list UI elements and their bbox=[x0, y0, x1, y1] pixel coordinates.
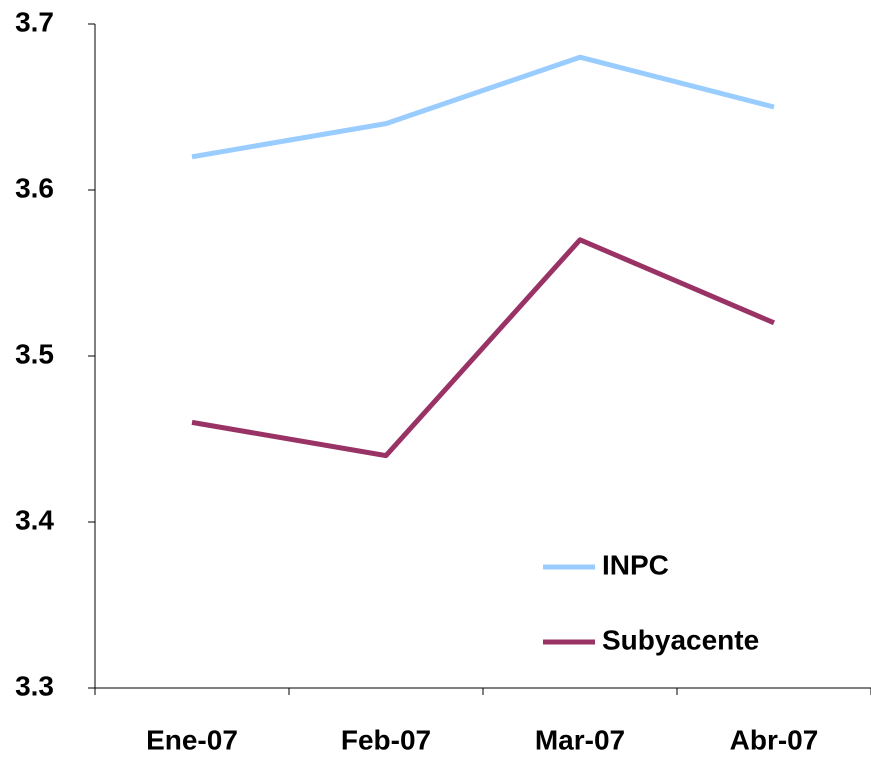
y-tick-label: 3.7 bbox=[15, 6, 54, 37]
x-tick-label: Ene-07 bbox=[146, 724, 238, 755]
legend-label: INPC bbox=[602, 549, 669, 580]
y-tick-label: 3.3 bbox=[15, 670, 54, 701]
x-tick-label: Feb-07 bbox=[341, 724, 431, 755]
x-tick-label: Mar-07 bbox=[535, 724, 625, 755]
x-tick-label: Abr-07 bbox=[730, 724, 819, 755]
y-tick-label: 3.5 bbox=[15, 338, 54, 369]
legend-label: Subyacente bbox=[602, 624, 759, 655]
series-line bbox=[191, 237, 775, 459]
series-line bbox=[191, 54, 775, 160]
y-tick-label: 3.4 bbox=[15, 504, 54, 535]
y-tick-label: 3.6 bbox=[15, 172, 54, 203]
